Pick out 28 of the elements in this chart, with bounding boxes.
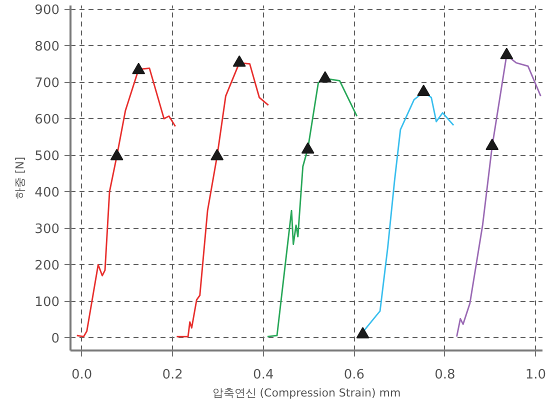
point	[232, 55, 246, 67]
x-tick-label: 0.0	[72, 368, 92, 382]
y-tick-label: 500	[34, 149, 60, 164]
x-tick-label: 0.4	[253, 368, 274, 382]
y-tick-label: 900	[34, 3, 60, 18]
point	[318, 71, 332, 82]
point	[132, 62, 146, 74]
y-tick-label: 400	[34, 186, 60, 201]
x-axis-title: 압축연신 (Compression Strain) mm	[212, 386, 401, 400]
y-tick-label: 0	[51, 332, 60, 347]
y-tick-label: 700	[34, 76, 60, 92]
point	[301, 142, 314, 154]
point	[110, 148, 124, 160]
x-tick-label: 0.6	[344, 368, 365, 382]
point	[500, 48, 514, 60]
y-tick-label: 100	[34, 295, 60, 310]
y-axis-title: 하중 [N]	[14, 156, 27, 200]
point	[486, 138, 499, 150]
y-tick-label: 300	[34, 222, 60, 238]
x-tick-label: 0.2	[162, 368, 183, 382]
y-tick-label: 800	[34, 40, 60, 55]
point	[210, 148, 224, 160]
x-tick-label: 1.0	[525, 368, 546, 382]
y-tick-label: 600	[34, 112, 60, 128]
x-tick-label: 0.8	[434, 368, 456, 382]
y-tick-label: 200	[34, 258, 60, 274]
point	[356, 327, 370, 338]
point	[417, 84, 430, 96]
